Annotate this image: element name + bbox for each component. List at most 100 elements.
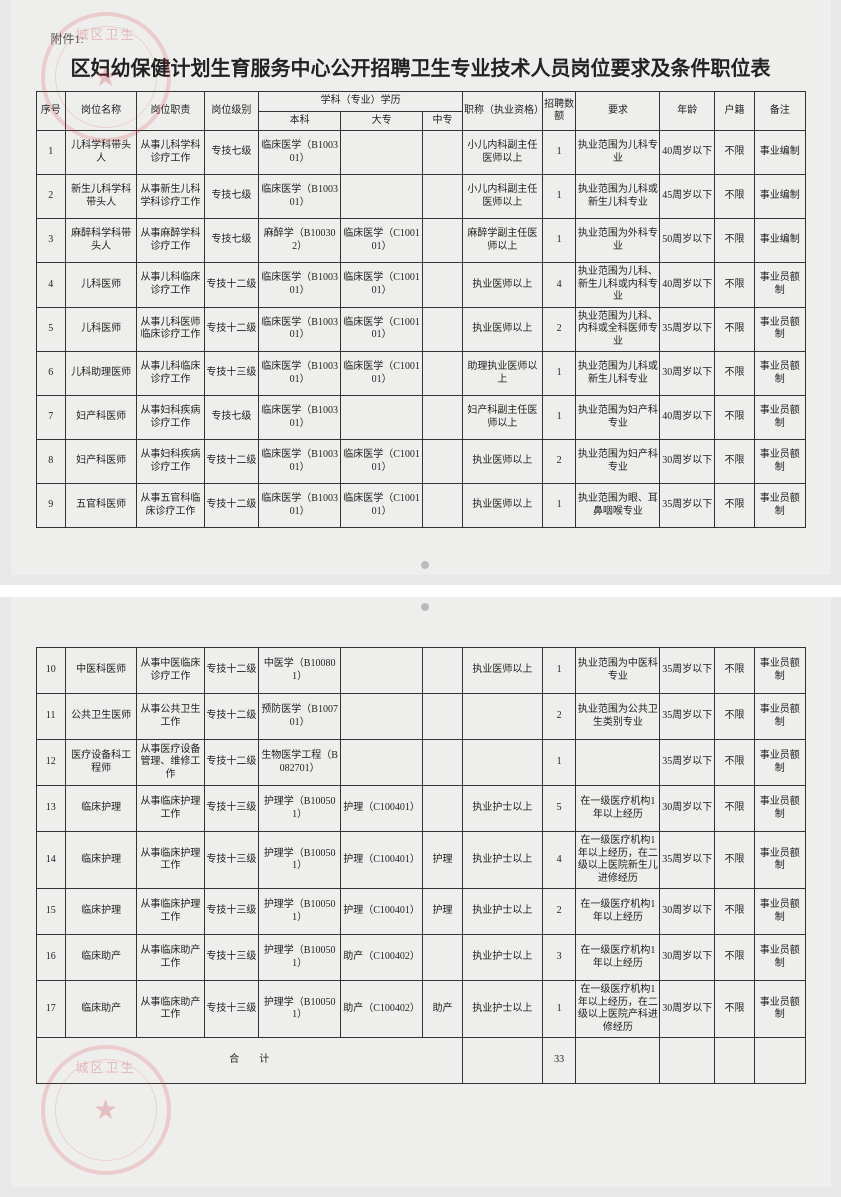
- cell-age: 35周岁以下: [660, 307, 715, 352]
- cell-duty: 从事儿科临床诊疗工作: [137, 352, 204, 396]
- cell-zz: 护理: [423, 889, 463, 935]
- cell-bk: 预防医学（B100701）: [259, 694, 341, 740]
- cell-zz: [423, 440, 463, 484]
- cell-bk: 临床医学（B100301）: [259, 352, 341, 396]
- cell-title: 执业医师以上: [462, 263, 542, 308]
- table-row: 2新生儿科学科带头人从事新生儿科学科诊疗工作专技七级临床医学（B100301）小…: [36, 175, 805, 219]
- cell-title: 麻醉学副主任医师以上: [462, 219, 542, 263]
- cell-note: 事业员额制: [754, 648, 805, 694]
- cell-req: 执业范围为中医科专业: [576, 648, 660, 694]
- cell-req: 执业范围为公共卫生类别专业: [576, 694, 660, 740]
- document-title: 区妇幼保健计划生育服务中心公开招聘卫生专业技术人员岗位要求及条件职位表: [36, 52, 806, 81]
- cell-duty: 从事临床护理工作: [137, 832, 204, 889]
- cell-count: 1: [542, 131, 576, 175]
- cell-age: 35周岁以下: [660, 740, 715, 786]
- cell-name: 儿科助理医师: [65, 352, 136, 396]
- col-age: 年龄: [660, 92, 715, 131]
- cell-note: 事业员额制: [754, 694, 805, 740]
- cell-seq: 6: [36, 352, 65, 396]
- cell-req: 在一级医疗机构1年以上经历: [576, 935, 660, 981]
- table-row: 10中医科医师从事中医临床诊疗工作专技十二级中医学（B100801）执业医师以上…: [36, 648, 805, 694]
- cell-dz: [341, 131, 423, 175]
- punch-hole-icon: [421, 603, 429, 611]
- cell-dz: [341, 175, 423, 219]
- cell-zz: [423, 694, 463, 740]
- cell-bk: 临床医学（B100301）: [259, 484, 341, 528]
- cell-dz: [341, 740, 423, 786]
- cell-name: 儿科医师: [65, 307, 136, 352]
- cell-zz: [423, 307, 463, 352]
- cell-name: 麻醉科学科带头人: [65, 219, 136, 263]
- cell-dz: [341, 396, 423, 440]
- col-duty: 岗位职责: [137, 92, 204, 131]
- cell-seq: 16: [36, 935, 65, 981]
- cell-bk: 护理学（B100501）: [259, 889, 341, 935]
- cell-note: 事业编制: [754, 219, 805, 263]
- cell-seq: 10: [36, 648, 65, 694]
- cell-req: 在一级医疗机构1年以上经历，在二级以上医院产科进修经历: [576, 981, 660, 1038]
- cell-duty: 从事儿科临床诊疗工作: [137, 263, 204, 308]
- cell-note: 事业员额制: [754, 786, 805, 832]
- cell-title: 妇产科副主任医师以上: [462, 396, 542, 440]
- table-row: 12医疗设备科工程师从事医疗设备管理、维修工作专技十二级生物医学工程（B0827…: [36, 740, 805, 786]
- cell-age: 35周岁以下: [660, 694, 715, 740]
- cell-title: 执业医师以上: [462, 648, 542, 694]
- cell-huji: 不限: [715, 175, 755, 219]
- cell-seq: 9: [36, 484, 65, 528]
- table-row: 9五官科医师从事五官科临床诊疗工作专技十二级临床医学（B100301）临床医学（…: [36, 484, 805, 528]
- cell-req: 执业范围为眼、耳鼻咽喉专业: [576, 484, 660, 528]
- cell-duty: 从事临床护理工作: [137, 786, 204, 832]
- cell-bk: 麻醉学（B100302）: [259, 219, 341, 263]
- stamp-star-icon: ★: [93, 1093, 118, 1127]
- cell-bk: 中医学（B100801）: [259, 648, 341, 694]
- cell-seq: 8: [36, 440, 65, 484]
- cell-age: 30周岁以下: [660, 786, 715, 832]
- cell-title: 执业护士以上: [462, 981, 542, 1038]
- cell-req: 执业范围为儿科或新生儿科专业: [576, 175, 660, 219]
- cell-count: 2: [542, 889, 576, 935]
- cell-level: 专技十二级: [204, 484, 259, 528]
- cell-count: 1: [542, 484, 576, 528]
- cell-zz: [423, 352, 463, 396]
- cell-bk: 临床医学（B100301）: [259, 440, 341, 484]
- cell-duty: 从事临床助产工作: [137, 981, 204, 1038]
- cell-huji: 不限: [715, 484, 755, 528]
- cell-level: 专技十二级: [204, 440, 259, 484]
- cell-dz: 助产（C100402）: [341, 981, 423, 1038]
- cell-zz: [423, 131, 463, 175]
- cell-dz: 护理（C100401）: [341, 889, 423, 935]
- cell-title: 执业护士以上: [462, 786, 542, 832]
- cell-note: 事业员额制: [754, 484, 805, 528]
- table-row: 13临床护理从事临床护理工作专技十三级护理学（B100501）护理（C10040…: [36, 786, 805, 832]
- scan-page-2: 10中医科医师从事中医临床诊疗工作专技十二级中医学（B100801）执业医师以上…: [11, 597, 831, 1187]
- cell-level: 专技十三级: [204, 352, 259, 396]
- cell-bk: 护理学（B100501）: [259, 832, 341, 889]
- cell-duty: 从事公共卫生工作: [137, 694, 204, 740]
- cell-seq: 12: [36, 740, 65, 786]
- cell-age: 30周岁以下: [660, 981, 715, 1038]
- cell-count: 2: [542, 440, 576, 484]
- cell-seq: 7: [36, 396, 65, 440]
- col-note: 备注: [754, 92, 805, 131]
- cell-zz: [423, 740, 463, 786]
- cell-duty: 从事新生儿科学科诊疗工作: [137, 175, 204, 219]
- cell-seq: 1: [36, 131, 65, 175]
- cell-seq: 14: [36, 832, 65, 889]
- cell-seq: 3: [36, 219, 65, 263]
- cell-age: 30周岁以下: [660, 935, 715, 981]
- cell-title: 执业医师以上: [462, 307, 542, 352]
- cell-duty: 从事儿科学科诊疗工作: [137, 131, 204, 175]
- cell-huji: 不限: [715, 981, 755, 1038]
- col-seq: 序号: [36, 92, 65, 131]
- cell-note: 事业员额制: [754, 981, 805, 1038]
- col-title: 职称（执业资格）: [462, 92, 542, 131]
- cell-bk: 生物医学工程（B082701）: [259, 740, 341, 786]
- cell-level: 专技七级: [204, 131, 259, 175]
- cell-dz: [341, 694, 423, 740]
- cell-zz: 护理: [423, 832, 463, 889]
- cell-name: 妇产科医师: [65, 396, 136, 440]
- punch-hole-icon: [421, 561, 429, 569]
- cell-level: 专技十二级: [204, 740, 259, 786]
- cell-title: 执业护士以上: [462, 935, 542, 981]
- table-row: 7妇产科医师从事妇科疾病诊疗工作专技七级临床医学（B100301）妇产科副主任医…: [36, 396, 805, 440]
